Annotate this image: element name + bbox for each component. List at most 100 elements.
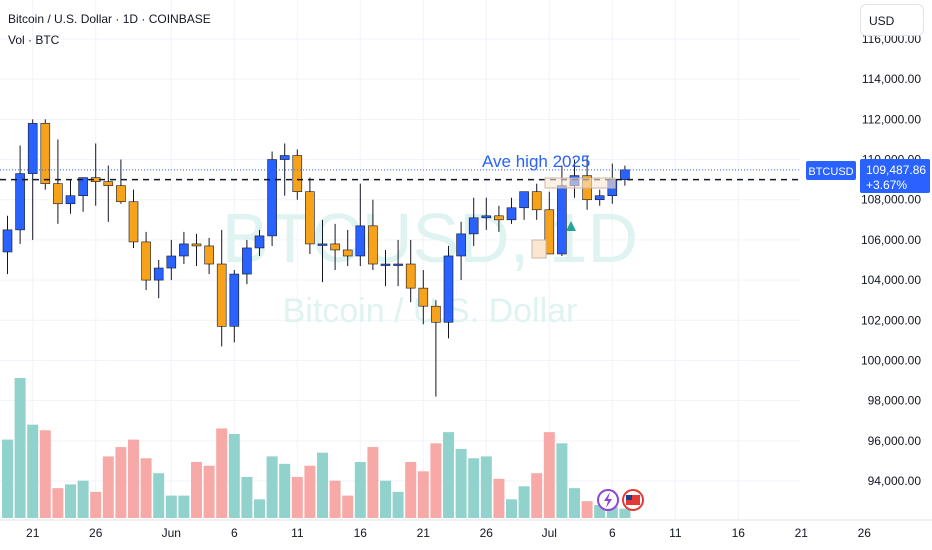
candle-body-up: [620, 169, 630, 180]
candle-body-down: [116, 185, 126, 203]
candle: [330, 223, 340, 271]
time-tick-label: 16: [354, 526, 368, 540]
candle-body-down: [342, 249, 353, 257]
volume-bar: [329, 480, 341, 518]
time-tick-label: 6: [609, 526, 616, 540]
candle: [90, 143, 101, 206]
candle: [166, 239, 177, 281]
symbol-title[interactable]: Bitcoin / U.S. Dollar · 1D · COINBASE: [8, 12, 211, 26]
price-tick-label: 104,000.00: [861, 273, 921, 287]
volume-bar: [569, 488, 580, 518]
volume-bar: [165, 495, 177, 518]
time-tick-label: 11: [291, 526, 304, 540]
price-tick-label: 102,000.00: [861, 313, 921, 327]
volume-bar: [291, 476, 303, 518]
candle: [2, 215, 13, 275]
candle-body-up: [153, 267, 164, 281]
highlight-box-2: [544, 177, 616, 189]
time-scale[interactable]: 21 26 Jun 6 11 16 21 26 Jul 6 11 16 21 26: [0, 519, 932, 540]
lightning-icon: [604, 492, 612, 508]
volume-bar: [203, 465, 215, 518]
price-tick-label: 100,000.00: [861, 353, 921, 367]
volume-bar: [317, 452, 328, 518]
candle: [443, 245, 454, 339]
candle-body-up: [179, 243, 189, 257]
candle: [393, 239, 403, 287]
candle-body-down: [204, 245, 214, 265]
candle-body-down: [368, 225, 378, 265]
price-scale[interactable]: 94,000.00 96,000.00 98,000.00 100,000.00 102…: [800, 0, 932, 520]
candle-body-down: [216, 263, 227, 327]
volume-bar: [430, 443, 442, 518]
candle: [317, 219, 328, 283]
time-tick-label: 21: [795, 526, 809, 540]
volume-legend[interactable]: Vol · BTC: [8, 33, 60, 47]
candle-body-down: [544, 209, 555, 255]
candle: [153, 260, 164, 299]
candle: [418, 270, 429, 325]
watermark: BTCUSD, 1D Bitcoin / U.S. Dollar: [222, 199, 638, 330]
candle: [216, 229, 227, 347]
candle-body-down: [405, 263, 416, 289]
volume-bar: [480, 456, 492, 518]
candle: [179, 231, 189, 265]
event-icons[interactable]: [597, 489, 644, 511]
time-tick-label: 16: [732, 526, 746, 540]
last-price-box: [860, 159, 930, 193]
volume-bar: [14, 378, 26, 518]
volume-bar: [241, 476, 253, 518]
candle: [141, 231, 151, 291]
candle: [620, 165, 630, 186]
volume-bar: [531, 473, 543, 518]
watermark-subtitle: Bitcoin / U.S. Dollar: [283, 292, 578, 330]
price-tick-label: 112,000.00: [862, 112, 921, 126]
candle-body-up: [456, 233, 466, 257]
time-tick-label: 26: [480, 526, 494, 540]
candle: [15, 145, 25, 244]
candle: [242, 239, 252, 285]
candle: [116, 159, 126, 204]
time-tick-label: 26: [858, 526, 872, 540]
candle-body-up: [65, 195, 76, 205]
volume-bar: [153, 473, 165, 518]
annotation-ave-high[interactable]: Ave high 2025: [482, 152, 590, 171]
price-tick-label: 96,000.00: [868, 434, 922, 448]
candle-body-up: [27, 123, 38, 174]
candle-body-up: [317, 243, 328, 246]
volume-bar: [304, 465, 316, 518]
candle: [305, 177, 315, 254]
volume-bar: [102, 456, 114, 518]
green-triangle-marker: [566, 221, 576, 231]
volume-bar: [606, 506, 618, 518]
candle-body-up: [468, 217, 479, 235]
volume-bar: [506, 499, 517, 518]
candle: [191, 233, 202, 267]
volume-bar: [518, 486, 530, 518]
candle-body-up: [279, 155, 290, 160]
candle: [468, 197, 479, 246]
time-tick-label: Jul: [542, 526, 557, 540]
volume-bar: [556, 443, 568, 518]
candle-body-up: [519, 191, 529, 209]
candle-body-up: [166, 255, 177, 269]
candle-body-up: [78, 177, 88, 197]
candle-body-down: [53, 183, 63, 205]
volume-bar: [443, 432, 454, 518]
candle: [40, 119, 51, 190]
volume-bar: [115, 447, 127, 518]
currency-button[interactable]: USD: [860, 4, 924, 36]
time-tick-label: Jun: [162, 526, 181, 540]
candle: [229, 270, 240, 343]
volume-bar: [77, 480, 89, 518]
time-tick-label: 21: [417, 526, 431, 540]
candle-body-down: [305, 191, 315, 245]
candle-body-down: [494, 215, 504, 221]
candle-body-down: [40, 123, 51, 184]
price-tick-label: 114,000.00: [862, 72, 921, 86]
candle: [519, 191, 529, 220]
candle: [405, 239, 416, 303]
candle: [342, 229, 353, 267]
candle: [128, 189, 139, 248]
candle-body-down: [191, 243, 202, 247]
